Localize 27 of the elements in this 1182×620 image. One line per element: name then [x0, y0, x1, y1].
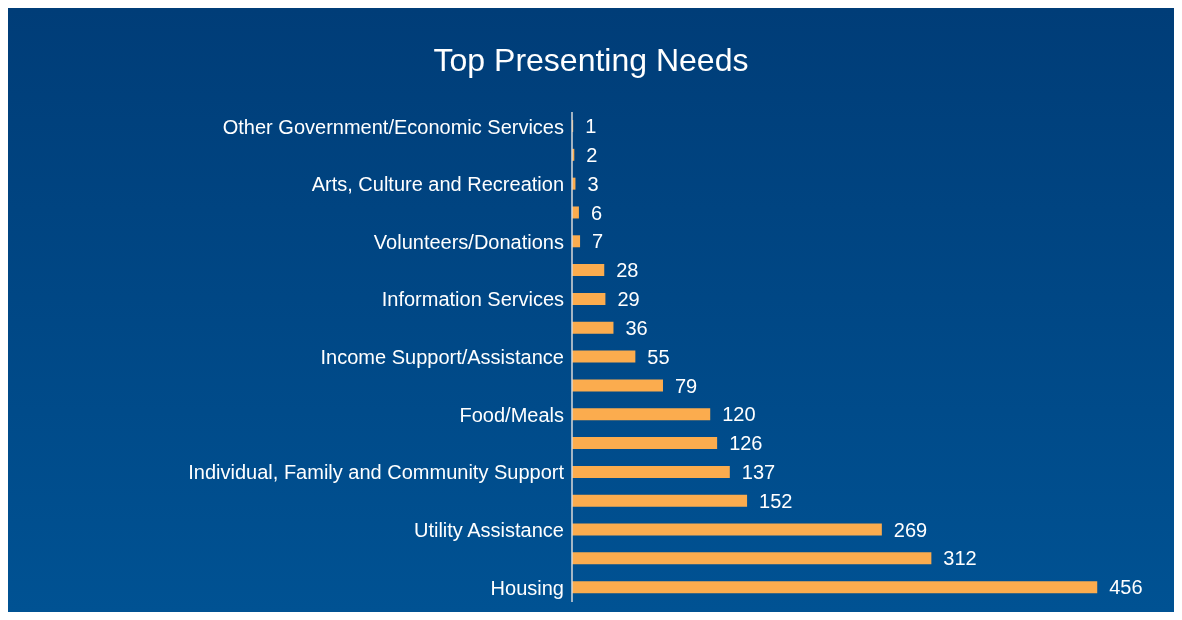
- y-tick-label: Food/Meals: [459, 403, 564, 426]
- data-label: 6: [590, 201, 603, 224]
- data-label: 152: [759, 489, 793, 512]
- data-label: 29: [617, 288, 640, 311]
- data-label: 55: [647, 345, 670, 368]
- data-label: 79: [674, 374, 698, 397]
- data-label: 126: [729, 432, 763, 455]
- y-tick-label: Arts, Culture and Recreation: [311, 173, 564, 196]
- y-tick-label: Other Government/Economic Services: [222, 115, 564, 138]
- data-label: 3: [587, 172, 599, 195]
- data-label: 137: [741, 460, 776, 483]
- chart-title: Top Presenting Needs: [432, 42, 750, 79]
- data-label: 7: [592, 230, 604, 253]
- data-label: 2: [586, 143, 598, 166]
- data-label: 120: [722, 403, 756, 426]
- data-label: 269: [893, 518, 928, 541]
- y-tick-label: Volunteers/Donations: [373, 230, 564, 253]
- data-label: 28: [616, 259, 639, 282]
- y-tick-label: Individual, Family and Community Support: [188, 461, 565, 484]
- y-tick-label: Housing: [490, 576, 564, 599]
- data-label: 36: [625, 316, 648, 339]
- data-label: 1: [585, 115, 597, 138]
- y-tick-label: Income Support/Assistance: [320, 346, 564, 369]
- data-label: 456: [1109, 576, 1143, 599]
- y-tick-label: Information Services: [381, 288, 564, 311]
- y-tick-label: Utility Assistance: [413, 519, 564, 542]
- data-label: 312: [943, 547, 977, 570]
